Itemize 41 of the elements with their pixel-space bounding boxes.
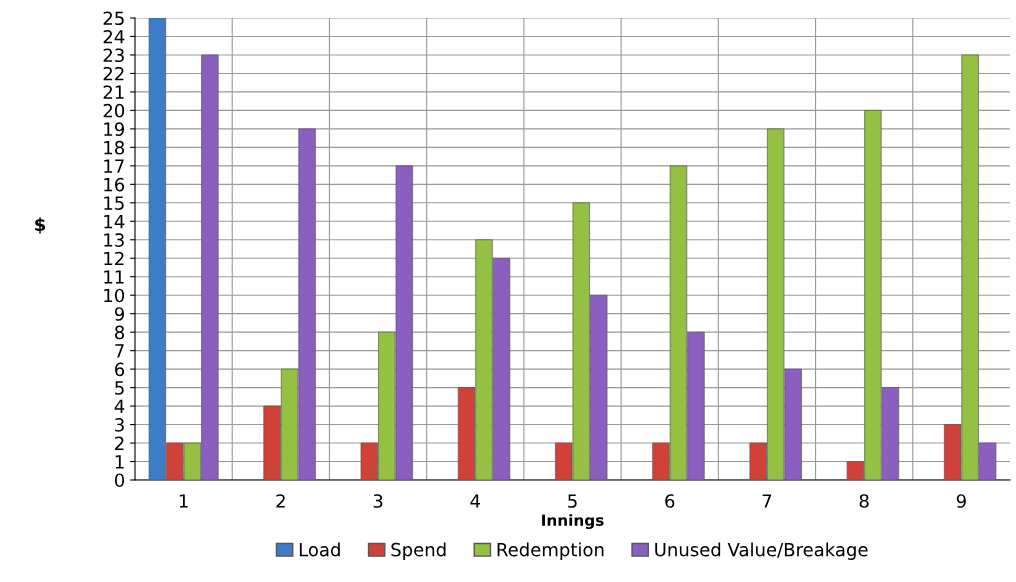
y-tick-label: 2 [115,436,124,450]
y-tick-label: 9 [114,307,125,321]
x-tick-label: 5 [568,494,577,508]
y-tick-label: 6 [115,362,125,377]
y-tick-label: 25 [103,11,124,26]
y-tick-label: 19 [104,122,125,136]
x-tick-label: 6 [665,494,675,508]
legend-label: Redemption [497,542,604,560]
y-tick-label: 10 [104,288,125,303]
y-tick-label: 1 [115,455,124,469]
x-tick-label: 3 [373,494,383,508]
y-tick-label: 0 [114,473,125,488]
y-tick-label: 16 [104,177,125,192]
legend-label: Unused Value/Breakage [655,542,868,560]
y-tick-label: 4 [114,399,125,413]
x-tick-label: 7 [762,494,772,508]
legend-label: Spend [391,542,446,560]
y-tick-label: 15 [104,196,124,210]
y-tick-label: 8 [115,325,125,340]
x-tick-label: 4 [470,494,481,508]
x-tick-label: 1 [179,494,188,508]
y-tick-label: 7 [115,344,124,358]
legend-label: Load [299,542,340,557]
x-tick-label: 8 [859,494,869,508]
y-tick-label: 24 [103,29,125,44]
y-tick-label: 17 [104,159,124,173]
y-tick-label: 11 [104,270,124,284]
y-tick-label: 23 [103,48,124,63]
y-tick-label: 12 [104,251,124,266]
x-tick-label: 2 [276,494,285,508]
y-tick-label: 20 [103,103,125,118]
x-axis-title: Innings [542,514,604,530]
y-tick-label: 22 [103,66,124,81]
x-tick-label: 9 [956,494,966,508]
y-tick-label: 13 [104,233,124,247]
y-tick-label: 3 [115,418,124,432]
y-axis-title: $ [35,217,46,234]
y-tick-label: 21 [103,85,124,99]
y-tick-label: 5 [115,381,124,395]
y-tick-label: 18 [104,140,125,155]
y-tick-label: 14 [104,214,125,229]
